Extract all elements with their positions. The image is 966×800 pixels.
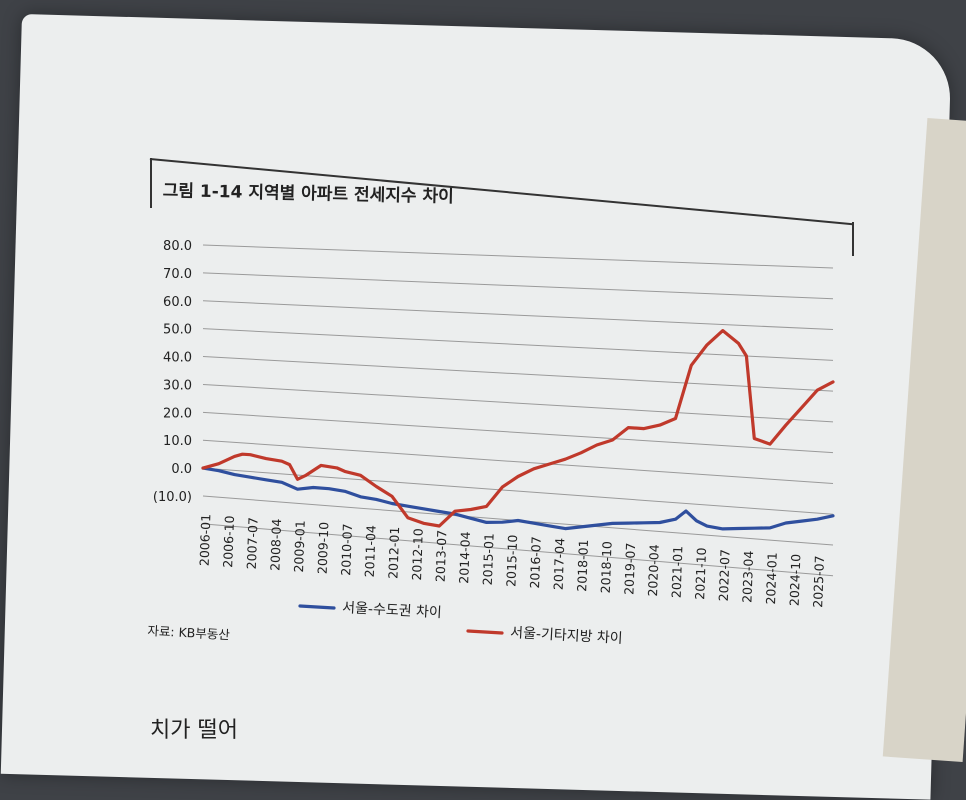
legend-label-1: 서울-수도권 차이 (342, 600, 442, 621)
legend-swatch-1 (298, 604, 336, 610)
x-tick-label: 2024-10 (787, 554, 804, 607)
x-tick-label: 2025-07 (810, 555, 827, 608)
x-tick-label: 2008-04 (267, 518, 284, 571)
x-tick-label: 2012-01 (385, 526, 402, 579)
gridline (202, 300, 834, 331)
x-tick-label: 2014-04 (456, 531, 473, 584)
x-tick-label: 2021-01 (669, 546, 686, 599)
y-tick-label: 70.0 (163, 267, 192, 282)
series-line-1 (201, 466, 835, 531)
body-text-fragment: 치가 떨어 (150, 718, 238, 743)
x-tick-label: 2017-04 (551, 538, 568, 591)
y-tick-label: 0.0 (171, 462, 192, 477)
x-tick-label: 2012-10 (409, 528, 426, 581)
legend-swatch-2 (466, 629, 504, 635)
y-tick-label: 80.0 (163, 239, 192, 254)
gridline (202, 439, 834, 484)
y-tick-label: 20.0 (163, 406, 192, 421)
gridline (202, 411, 834, 454)
x-tick-label: 2010-07 (338, 523, 355, 576)
gridline (202, 356, 834, 392)
gridline (202, 272, 834, 300)
x-tick-label: 2009-01 (291, 520, 308, 573)
x-tick-label: 2018-10 (598, 541, 615, 594)
series-line-2 (201, 329, 835, 528)
x-tick-label: 2019-07 (621, 542, 638, 595)
x-tick-label: 2024-01 (763, 552, 780, 605)
y-tick-label: 30.0 (163, 378, 192, 393)
x-tick-label: 2006-01 (197, 514, 214, 567)
y-tick-label: 60.0 (163, 295, 192, 310)
line-chart: 80.0 70.0 60.0 50.0 40.0 30.0 20.0 10.0 0.0 (10.0… (153, 239, 835, 647)
y-tick-label: 50.0 (163, 323, 192, 338)
figure-frame-left (150, 158, 152, 208)
gridline (202, 244, 834, 269)
x-tick-label: 2016-07 (527, 536, 544, 589)
gridline (202, 523, 834, 577)
figure-frame-right (852, 222, 854, 256)
legend-label-2: 서울-기타지방 차이 (510, 625, 623, 647)
x-tick-label: 2022-07 (716, 549, 733, 602)
y-tick-label: (10.0) (153, 490, 192, 505)
gridline (202, 383, 834, 423)
x-tick-label: 2021-10 (692, 547, 709, 600)
x-tick-label: 2015-01 (480, 533, 497, 586)
x-tick-label: 2006-10 (220, 515, 237, 568)
x-tick-label: 2023-04 (739, 550, 756, 603)
gridline (202, 328, 834, 361)
x-tick-label: 2007-07 (244, 517, 261, 570)
y-tick-label: 10.0 (163, 434, 192, 449)
x-tick-label: 2011-04 (362, 525, 379, 578)
y-tick-label: 40.0 (163, 351, 192, 366)
x-tick-label: 2009-10 (315, 522, 332, 575)
x-tick-label: 2013-07 (433, 530, 450, 583)
x-tick-label: 2020-04 (645, 544, 662, 597)
x-tick-label: 2015-10 (503, 534, 520, 587)
x-tick-label: 2018-01 (574, 539, 591, 592)
